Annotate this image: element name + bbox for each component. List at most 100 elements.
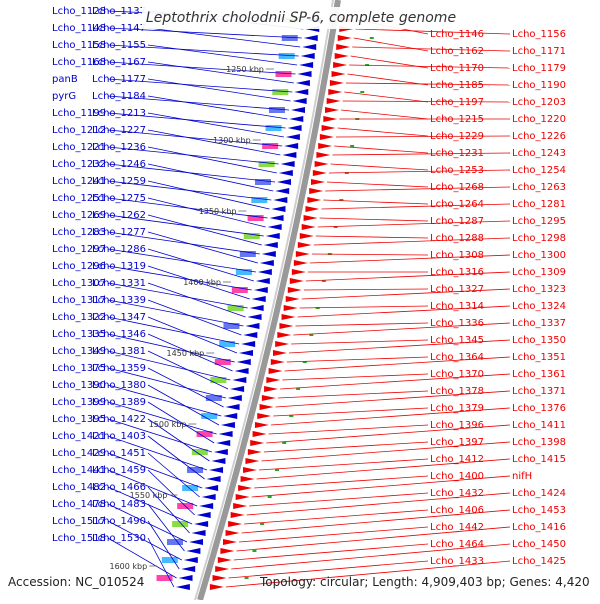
gene-label-reverse: Lcho_1339 (92, 295, 146, 306)
gene-label-reverse: Lcho_1403 (92, 431, 146, 442)
leader-line-forward (273, 407, 429, 417)
accession-text: Accession: NC_010524 (8, 575, 145, 589)
leader-line-reverse (107, 248, 256, 273)
leader-line-reverse (107, 299, 244, 327)
gene-label-reverse: Lcho_1429 (52, 448, 106, 459)
reverse-gene-arrow (236, 359, 251, 365)
forward-gene-arrow (299, 233, 314, 239)
functional-category-block (201, 413, 218, 419)
functional-category-block (191, 449, 208, 455)
reverse-gene-arrow (178, 575, 193, 581)
reverse-gene-arrow (232, 377, 247, 383)
leader-line-reverse (107, 316, 240, 345)
gene-label-reverse: Lcho_1395 (52, 414, 106, 425)
leader-line-forward (241, 509, 511, 534)
functional-category-block (272, 89, 289, 95)
gene-label-reverse: Lcho_1241 (52, 176, 106, 187)
scale-label: 1550 kbp (130, 491, 168, 500)
forward-gene-arrow (266, 377, 281, 383)
reverse-gene-arrow (245, 323, 260, 329)
functional-category-block (265, 125, 282, 131)
leader-line-reverse (147, 112, 284, 138)
leader-line-reverse (147, 333, 233, 372)
gc-skew-marker (369, 37, 374, 39)
reverse-gene-arrow (275, 188, 290, 194)
leader-line-forward (344, 91, 429, 103)
leader-line-reverse (147, 299, 242, 336)
gene-label-forward: Lcho_1226 (512, 131, 566, 142)
gene-label-forward: Lcho_1464 (430, 539, 484, 550)
gc-skew-marker (282, 442, 287, 444)
gene-label-reverse: Lcho_1184 (92, 91, 146, 102)
gene-label-forward: Lcho_1162 (430, 46, 484, 57)
forward-gene-arrow (303, 215, 318, 221)
reverse-gene-arrow (243, 332, 258, 338)
scale-label: 1400 kbp (183, 278, 221, 287)
scale-label: 1250 kbp (226, 65, 264, 74)
gene-label-forward: Lcho_1450 (512, 539, 566, 550)
leader-line-forward (297, 305, 511, 318)
reverse-gene-arrow (186, 548, 201, 554)
forward-gene-arrow (235, 494, 250, 500)
gene-label-forward: Lcho_1229 (430, 131, 484, 142)
leader-line-reverse (107, 537, 177, 579)
gene-label-reverse: Lcho_1375 (52, 363, 106, 374)
leader-line-forward (277, 390, 429, 399)
gene-label-forward: Lcho_1433 (430, 556, 484, 567)
gene-label-forward: Lcho_1253 (430, 165, 484, 176)
leader-line-forward (284, 356, 511, 372)
reverse-gene-arrow (269, 215, 284, 221)
leader-line-reverse (147, 367, 224, 408)
reverse-gene-arrow (247, 314, 262, 320)
gc-skew-marker (252, 550, 257, 552)
functional-category-block (219, 341, 236, 347)
forward-gene-arrow (314, 161, 329, 167)
leader-line-forward (352, 46, 511, 52)
leader-line-forward (286, 356, 429, 363)
reverse-gene-arrow (238, 350, 253, 356)
gene-label-reverse: panB (52, 74, 78, 85)
leader-line-reverse (147, 61, 294, 84)
gene-label-reverse: Lcho_1319 (92, 261, 146, 272)
leader-line-reverse (147, 503, 185, 552)
reverse-gene-arrow (263, 242, 278, 248)
forward-gene-arrow (297, 242, 312, 248)
forward-gene-arrow (295, 251, 310, 257)
gene-label-reverse: Lcho_1530 (92, 533, 146, 544)
leader-line-forward (225, 560, 511, 588)
leader-line-forward (334, 145, 429, 154)
leader-line-forward (345, 82, 511, 86)
reverse-gene-arrow (273, 197, 288, 203)
gene-label-forward: Lcho_1371 (512, 386, 566, 397)
gene-label-reverse: Lcho_1199 (52, 108, 106, 119)
gene-label-reverse: Lcho_1381 (92, 346, 146, 357)
gene-label-reverse: Lcho_1518 (52, 533, 106, 544)
forward-gene-arrow (252, 431, 267, 437)
leader-line-forward (317, 220, 511, 228)
leader-line-reverse (107, 333, 235, 363)
reverse-gene-arrow (285, 134, 300, 140)
functional-category-block (258, 161, 275, 167)
forward-gene-arrow (238, 485, 253, 491)
leader-line-forward (249, 492, 429, 507)
reverse-gene-arrow (218, 431, 233, 437)
leader-line-forward (246, 492, 511, 516)
forward-gene-arrow (307, 197, 322, 203)
forward-gene-arrow (243, 467, 258, 473)
gene-label-forward: Lcho_1378 (430, 386, 484, 397)
gene-label-forward: Lcho_1412 (430, 454, 484, 465)
gene-label-reverse: Lcho_1307 (52, 278, 106, 289)
functional-category-block (223, 323, 240, 329)
reverse-gene-arrow (181, 566, 196, 572)
leader-line-forward (251, 475, 511, 498)
gene-label-reverse: Lcho_1347 (92, 312, 146, 323)
gene-label-forward: Lcho_1411 (512, 420, 566, 431)
gene-label-forward: Lcho_1287 (430, 216, 484, 227)
leader-line-reverse (147, 163, 274, 192)
reverse-gene-arrow (303, 35, 318, 41)
leader-line-reverse (147, 231, 258, 264)
forward-gene-arrow (259, 404, 274, 410)
reverse-gene-arrow (251, 296, 266, 302)
forward-gene-arrow (309, 188, 324, 194)
